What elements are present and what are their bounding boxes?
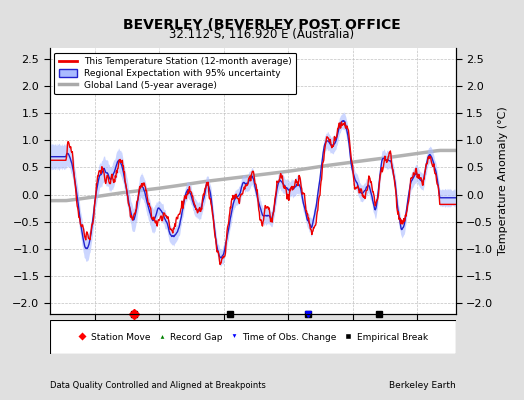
Text: BEVERLEY (BEVERLEY POST OFFICE: BEVERLEY (BEVERLEY POST OFFICE [123,18,401,32]
Y-axis label: Temperature Anomaly (°C): Temperature Anomaly (°C) [498,107,508,255]
Text: Berkeley Earth: Berkeley Earth [389,381,456,390]
FancyBboxPatch shape [50,320,456,354]
Text: Data Quality Controlled and Aligned at Breakpoints: Data Quality Controlled and Aligned at B… [50,381,266,390]
Legend: This Temperature Station (12-month average), Regional Expectation with 95% uncer: This Temperature Station (12-month avera… [54,52,297,94]
Text: 32.112 S, 116.920 E (Australia): 32.112 S, 116.920 E (Australia) [169,28,355,41]
Legend: Station Move, Record Gap, Time of Obs. Change, Empirical Break: Station Move, Record Gap, Time of Obs. C… [75,330,430,344]
